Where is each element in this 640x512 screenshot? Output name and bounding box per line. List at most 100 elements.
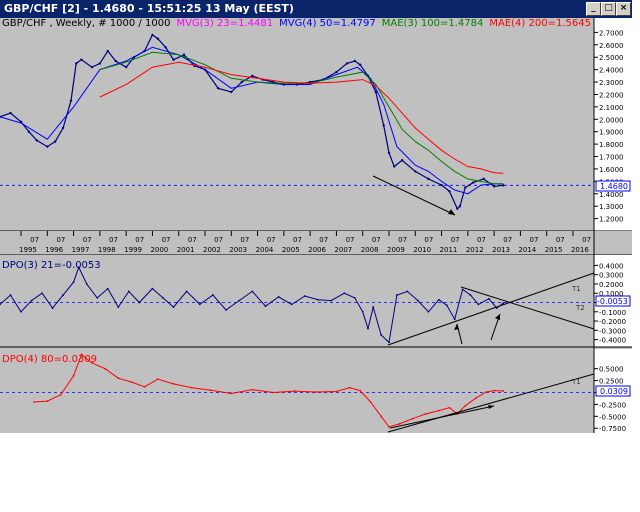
dpo3-point	[453, 318, 456, 321]
month-label: 07	[556, 236, 565, 244]
dpo4-point	[411, 417, 414, 420]
price-tick-label: 1.6000	[599, 166, 624, 174]
dpo4-point	[46, 400, 49, 402]
price-point	[345, 62, 349, 65]
price-tick-label: 1.2000	[599, 216, 624, 224]
price-point	[335, 70, 338, 74]
dpo4-point	[190, 386, 193, 389]
dpo3-point	[62, 294, 64, 296]
price-point	[216, 87, 220, 90]
dpo3-tick-label: -0.2000	[599, 318, 626, 326]
dpo3-point	[330, 299, 333, 302]
price-point	[387, 151, 391, 155]
maximize-button[interactable]: □	[601, 2, 616, 16]
mae3-series-line	[99, 51, 504, 185]
price-point	[61, 126, 65, 130]
title-bar[interactable]: GBP/CHF [2] - 1.4680 - 15:51:25 13 May (…	[0, 0, 632, 18]
price-point	[464, 186, 467, 189]
dpo4-point	[251, 388, 254, 391]
dpo4-point	[388, 425, 390, 428]
dpo4-point	[424, 413, 427, 415]
month-label: 07	[135, 236, 144, 244]
t1-label: T1	[571, 285, 581, 293]
price-point	[400, 159, 404, 162]
price-point	[35, 139, 38, 142]
mae4-series-line	[99, 61, 504, 174]
price-point	[69, 99, 73, 102]
month-label: 07	[188, 236, 197, 244]
dpo3-point	[417, 299, 419, 302]
dpo4-point	[348, 386, 351, 389]
dpo3-point	[41, 292, 43, 295]
dpo4-point	[293, 390, 296, 392]
dpo3-point	[427, 310, 430, 313]
price-point	[172, 58, 175, 61]
dpo3-point	[277, 296, 280, 298]
price-point	[471, 181, 475, 184]
year-label: 2012	[466, 246, 484, 254]
dpo3-point	[343, 292, 346, 295]
dpo4-tick-label: 0.5000	[599, 366, 624, 374]
dpo4-point	[485, 391, 488, 393]
dpo3-point	[211, 294, 214, 296]
price-point	[353, 59, 357, 63]
dpo4-point	[117, 377, 120, 380]
dpo3-point	[367, 327, 369, 330]
year-label: 2003	[229, 246, 247, 254]
t1-label-dpo4: T1	[571, 378, 581, 386]
price-tick-label: 2.2000	[599, 91, 624, 99]
year-label: 1997	[72, 246, 90, 254]
month-label: 07	[30, 236, 39, 244]
price-point	[114, 59, 117, 63]
price-point	[456, 207, 459, 210]
month-label: 07	[503, 236, 512, 244]
year-label: 2008	[361, 246, 379, 254]
dpo4-point	[130, 381, 133, 383]
year-label: 2002	[203, 246, 221, 254]
price-tick-label: 1.9000	[599, 129, 624, 137]
price-tick-label: 2.1000	[599, 104, 624, 112]
dpo3-point	[477, 303, 480, 306]
dpo3-tick-label: 0.2000	[599, 281, 624, 289]
price-point	[46, 145, 49, 148]
price-tick-label: 2.7000	[599, 29, 624, 37]
price-tick-label: 2.3000	[599, 79, 624, 87]
dpo3-tick-label: 0.3000	[599, 272, 624, 280]
dpo4-point	[380, 415, 383, 418]
dpo3-point	[372, 306, 375, 309]
price-tick-label: 2.0000	[599, 116, 624, 124]
dpo3-point	[461, 288, 464, 291]
dpo4-tick-label: -0.2500	[599, 401, 626, 409]
close-button[interactable]: ×	[616, 2, 631, 16]
dpo4-point	[359, 389, 361, 392]
price-tick-label: 1.8000	[599, 141, 624, 149]
month-label: 07	[267, 236, 276, 244]
year-label: 2010	[413, 246, 431, 254]
dpo3-point	[380, 334, 383, 336]
year-label: 1999	[124, 246, 142, 254]
price-point	[90, 65, 94, 69]
dpo3-series-line	[0, 265, 504, 344]
chart-window: GBP/CHF [2] - 1.4680 - 15:51:25 13 May (…	[0, 0, 632, 433]
dpo4-point	[209, 389, 212, 392]
dpo3-point	[85, 283, 88, 285]
dpo3-trendlines: T1 T2	[387, 272, 595, 346]
dpo4-point	[448, 406, 451, 409]
dpo3-tick-label: -0.4000	[599, 337, 626, 345]
dpo3-point	[290, 303, 293, 306]
month-label: 07	[83, 236, 92, 244]
month-label: 07	[424, 236, 433, 244]
window-title: GBP/CHF [2] - 1.4680 - 15:51:25 13 May (…	[4, 2, 294, 15]
price-point	[164, 46, 167, 49]
dpo4-point	[59, 393, 62, 396]
dpo3-point	[388, 341, 390, 344]
month-label: 07	[477, 236, 486, 244]
year-label: 2011	[440, 246, 458, 254]
price-point	[440, 183, 443, 187]
price-point	[374, 90, 378, 94]
price-tick-label: 1.4000	[599, 191, 624, 199]
minimize-button[interactable]: _	[586, 2, 601, 16]
dpo3-point	[77, 266, 80, 269]
dpo4-point	[104, 367, 107, 370]
year-label: 2006	[308, 246, 326, 254]
